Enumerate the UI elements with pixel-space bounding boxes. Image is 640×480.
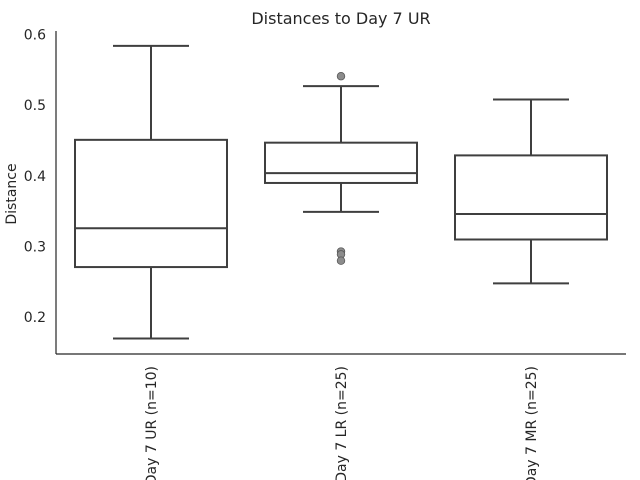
- plot-area: 0.2 0.3 0.4 0.5 0.6 Day 7 UR (n=10) Day 7 LR (…: [24, 28, 626, 480]
- box-iqr: [264, 141, 418, 184]
- x-tick-label: Day 7 UR (n=10): [144, 366, 160, 480]
- y-tick-label: 0.6: [24, 28, 46, 44]
- y-tick-label: 0.4: [24, 169, 46, 185]
- box-group: [74, 44, 228, 340]
- y-tick-label: 0.3: [24, 240, 46, 256]
- y-axis-title: Distance: [4, 163, 20, 224]
- x-tick-label: Day 7 LR (n=25): [334, 366, 350, 480]
- x-tick-label: Day 7 MR (n=25): [524, 366, 540, 480]
- box-iqr: [454, 154, 608, 241]
- outlier-point: [336, 72, 346, 81]
- y-tick-label: 0.5: [24, 98, 46, 114]
- box-iqr: [74, 138, 228, 269]
- outlier-point: [336, 256, 346, 265]
- box-group: [264, 72, 418, 265]
- box-group: [454, 98, 608, 285]
- y-tick-label: 0.2: [24, 310, 46, 326]
- chart-title: Distances to Day 7 UR: [251, 9, 430, 28]
